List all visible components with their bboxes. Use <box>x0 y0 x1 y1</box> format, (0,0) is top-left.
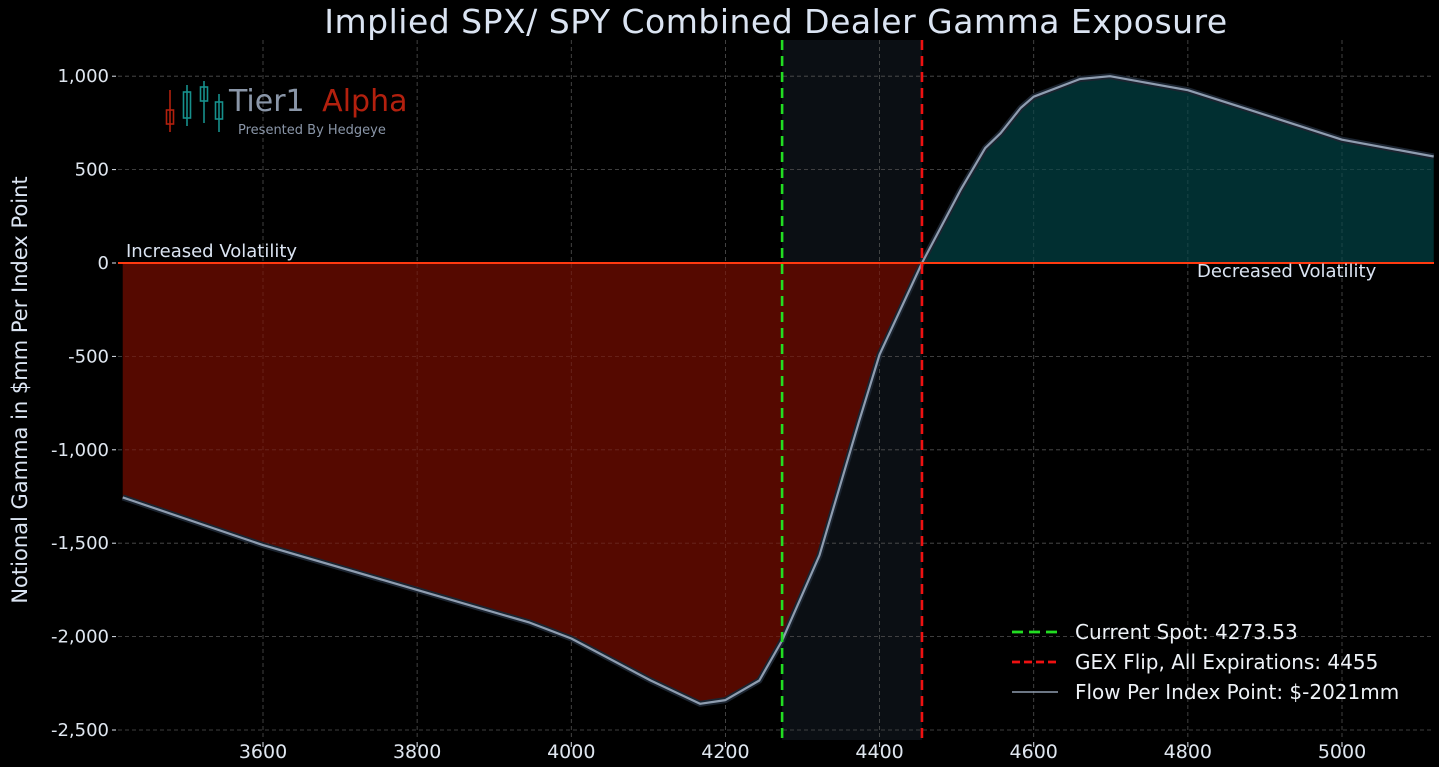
logo: Tier1 Alpha Presented By Hedgeye <box>165 81 407 138</box>
logo-text-tier1: Tier1 <box>228 84 305 119</box>
chart-title: Implied SPX/ SPY Combined Dealer Gamma E… <box>324 2 1228 41</box>
svg-text:4800: 4800 <box>1164 741 1212 763</box>
svg-text:0: 0 <box>98 253 109 274</box>
svg-text:-2,500: -2,500 <box>51 720 109 741</box>
svg-text:4600: 4600 <box>1010 741 1058 763</box>
svg-text:-1,000: -1,000 <box>51 440 109 461</box>
svg-text:Tier1 Alpha: Tier1 Alpha <box>228 84 407 119</box>
x-axis-ticks: 3600 3800 4000 4200 4400 4600 4800 5000 <box>239 741 1366 763</box>
svg-text:-1,500: -1,500 <box>51 533 109 554</box>
svg-text:Flow Per Index Point: $-2021mm: Flow Per Index Point: $-2021mm <box>1075 680 1399 704</box>
svg-text:4000: 4000 <box>547 741 595 763</box>
candlestick-icon <box>165 81 224 132</box>
svg-text:Decreased Volatility: Decreased Volatility <box>1197 261 1377 282</box>
svg-text:-500: -500 <box>68 346 109 367</box>
y-axis-ticks: 1,000 500 0 -500 -1,000 -1,500 -2,000 -2,500 <box>51 66 116 741</box>
annotations: Increased Volatility Decreased Volatility <box>126 241 1377 282</box>
svg-text:Increased Volatility: Increased Volatility <box>126 241 297 262</box>
legend: Current Spot: 4273.53 GEX Flip, All Expir… <box>1012 620 1399 704</box>
area-fills <box>118 40 1434 740</box>
gamma-curve <box>121 73 1434 707</box>
svg-text:-2,000: -2,000 <box>51 627 109 648</box>
svg-text:5000: 5000 <box>1318 741 1366 763</box>
svg-text:GEX Flip, All Expirations: 445: GEX Flip, All Expirations: 4455 <box>1075 650 1378 674</box>
svg-text:3800: 3800 <box>393 741 441 763</box>
logo-text-alpha: Alpha <box>322 84 407 119</box>
svg-text:500: 500 <box>75 160 109 181</box>
svg-text:4400: 4400 <box>855 741 903 763</box>
svg-text:1,000: 1,000 <box>57 66 109 87</box>
svg-text:3600: 3600 <box>239 741 287 763</box>
reference-lines <box>780 40 924 740</box>
svg-text:Current Spot: 4273.53: Current Spot: 4273.53 <box>1075 620 1298 644</box>
svg-text:4200: 4200 <box>701 741 749 763</box>
logo-subtitle: Presented By Hedgeye <box>238 123 386 138</box>
